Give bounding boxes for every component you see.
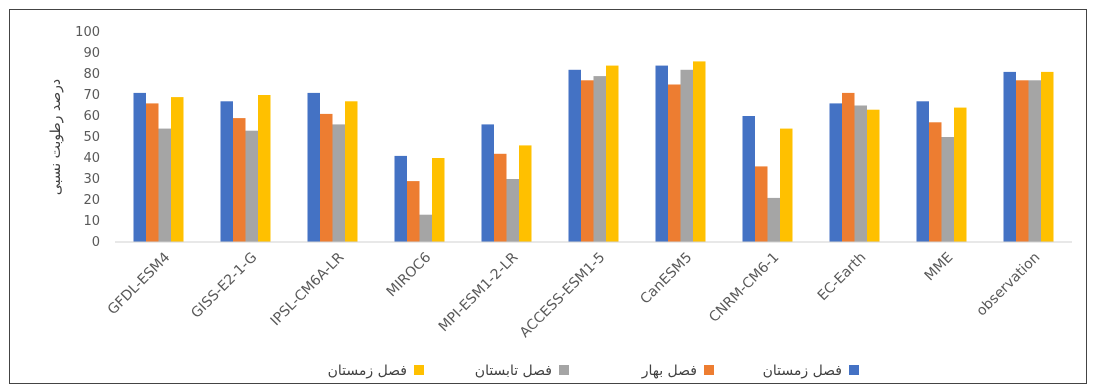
- category-label: GFDL-ESM4: [105, 249, 174, 318]
- legend-item: فصل زمستان: [763, 363, 859, 379]
- bar-4-giss-e2-1-g: [258, 95, 271, 242]
- bar-1-ec-earth: [829, 103, 842, 243]
- bar-2-access-esm1-5: [581, 80, 594, 242]
- y-tick-label: 90: [83, 46, 100, 61]
- legend-label: فصل زمستان: [328, 363, 407, 379]
- bar-2-gfdl-esm4: [146, 103, 159, 243]
- legend: فصل زمستان فصل بهار فصل تابستان فصل زمستان: [328, 363, 859, 379]
- bar-4-cnrm-cm6-1: [780, 128, 793, 242]
- bar-2-mpi-esm1-2-lr: [494, 153, 507, 242]
- bar-4-ec-earth: [867, 109, 880, 242]
- category-label: observation: [973, 250, 1043, 320]
- y-tick-labels: 0 10 20 30 40 50 60 70 80 90 100: [75, 25, 100, 250]
- bar-chart: درصد رطوبت نسبی 0 10 20 30 40 50 60 70 80 90 100 G…: [48, 25, 1072, 379]
- bar-4-access-esm1-5: [606, 65, 619, 242]
- bar-3-ec-earth: [854, 105, 867, 242]
- category-label: CanESM5: [637, 250, 695, 308]
- bar-4-gfdl-esm4: [171, 97, 184, 242]
- legend-item: فصل تابستان: [475, 363, 569, 379]
- category-label: ACCESS-ESM1-5: [517, 250, 608, 341]
- bar-3-giss-e2-1-g: [245, 130, 258, 242]
- legend-swatch: [559, 365, 569, 375]
- legend-swatch: [414, 365, 424, 375]
- bar-4-miroc6: [432, 158, 445, 242]
- category-label: CNRM-CM6-1: [706, 250, 782, 326]
- legend-swatch: [849, 365, 859, 375]
- bar-1-access-esm1-5: [568, 69, 581, 242]
- bar-2-observation: [1016, 80, 1029, 242]
- bar-1-observation: [1003, 71, 1016, 243]
- bar-1-giss-e2-1-g: [220, 101, 233, 242]
- category-label: GISS-E2-1-G: [188, 250, 260, 322]
- y-tick-label: 40: [83, 151, 100, 166]
- bar-4-mme: [954, 107, 967, 242]
- legend-swatch: [704, 365, 714, 375]
- bar-1-canesm5: [655, 65, 668, 242]
- bar-2-canesm5: [668, 84, 681, 242]
- bar-3-observation: [1028, 80, 1041, 242]
- y-tick-label: 80: [83, 67, 100, 82]
- category-label: IPSL-CM6A-LR: [268, 249, 348, 329]
- bar-4-canesm5: [693, 61, 706, 243]
- bar-2-miroc6: [407, 181, 420, 242]
- y-tick-label: 100: [75, 25, 100, 40]
- category-label: MPI-ESM1-2-LR: [436, 249, 522, 335]
- bar-1-miroc6: [394, 155, 407, 242]
- bar-3-access-esm1-5: [593, 76, 606, 242]
- y-tick-label: 20: [83, 193, 100, 208]
- bar-3-cnrm-cm6-1: [767, 197, 780, 242]
- bar-4-observation: [1041, 71, 1054, 243]
- legend-label: فصل زمستان: [763, 363, 842, 379]
- bar-3-gfdl-esm4: [158, 128, 171, 242]
- y-tick-label: 50: [83, 130, 100, 145]
- bar-4-ipsl-cm6a-lr: [345, 101, 358, 242]
- y-tick-label: 70: [83, 88, 100, 103]
- category-label: MME: [922, 250, 957, 285]
- legend-label: فصل تابستان: [475, 363, 552, 379]
- category-labels: GFDL-ESM4 GISS-E2-1-G IPSL-CM6A-LR MIROC6 MP…: [105, 249, 1044, 341]
- bar-4-mpi-esm1-2-lr: [519, 145, 532, 242]
- bar-2-giss-e2-1-g: [233, 118, 246, 242]
- y-tick-label: 10: [83, 214, 100, 229]
- bar-3-miroc6: [419, 214, 432, 242]
- bar-1-gfdl-esm4: [133, 92, 146, 243]
- bar-1-mme: [916, 101, 929, 242]
- y-axis-label: درصد رطوبت نسبی: [48, 79, 64, 195]
- bar-3-mpi-esm1-2-lr: [506, 179, 519, 242]
- y-tick-label: 30: [83, 172, 100, 187]
- category-label: MIROC6: [384, 249, 435, 300]
- bar-1-ipsl-cm6a-lr: [307, 92, 320, 243]
- bar-2-ipsl-cm6a-lr: [320, 113, 333, 243]
- legend-label: فصل بهار: [641, 363, 697, 379]
- chart-frame: درصد رطوبت نسبی 0 10 20 30 40 50 60 70 80 90 100 G…: [9, 9, 1087, 384]
- bars: [133, 61, 1054, 243]
- bar-3-canesm5: [680, 69, 693, 242]
- bar-3-mme: [941, 137, 954, 242]
- y-tick-label: 60: [83, 109, 100, 124]
- bar-3-ipsl-cm6a-lr: [332, 124, 345, 242]
- y-tick-label: 0: [92, 235, 100, 250]
- bar-2-ec-earth: [842, 92, 855, 243]
- bar-2-cnrm-cm6-1: [755, 166, 768, 242]
- y-axis-title: درصد رطوبت نسبی: [48, 79, 64, 195]
- bar-2-mme: [929, 122, 942, 242]
- bar-1-mpi-esm1-2-lr: [481, 124, 494, 242]
- bar-1-cnrm-cm6-1: [742, 116, 755, 242]
- legend-item: فصل زمستان: [328, 363, 424, 379]
- legend-item: فصل بهار: [641, 363, 714, 379]
- category-label: EC-Earth: [815, 250, 870, 305]
